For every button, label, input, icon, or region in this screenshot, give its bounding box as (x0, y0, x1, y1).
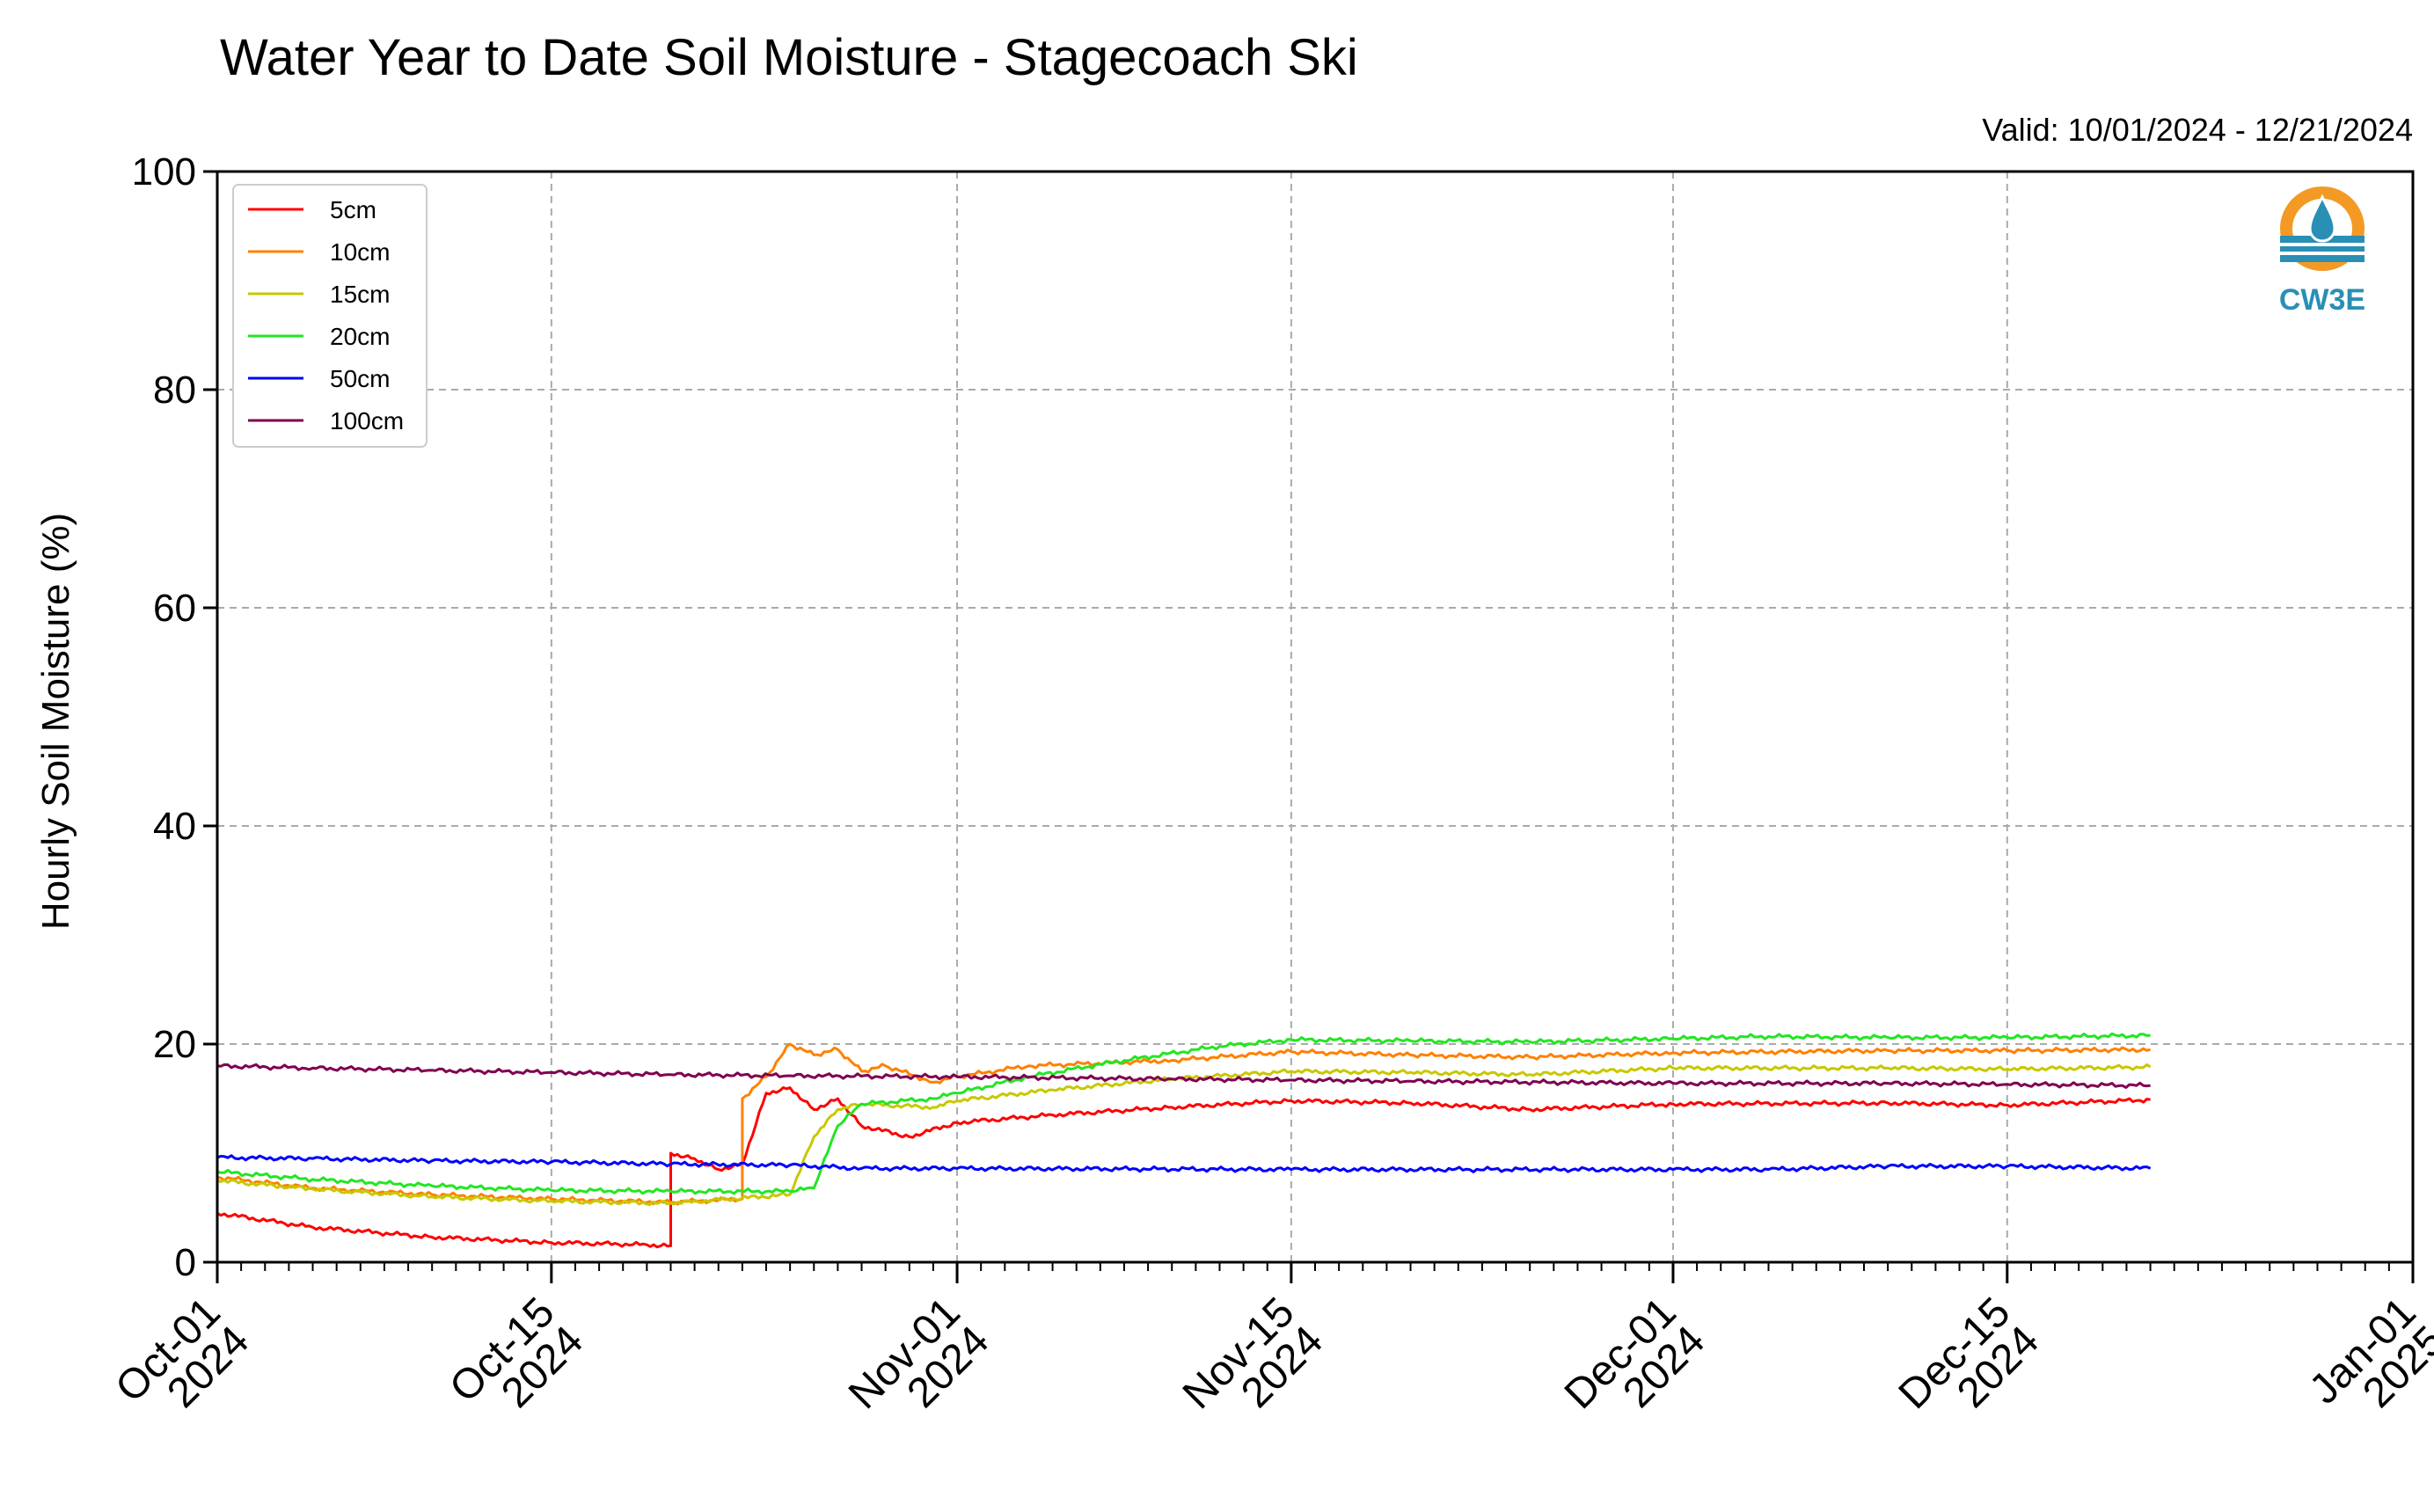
series-lines (216, 1032, 2152, 1249)
y-tick-label: 20 (153, 1023, 196, 1066)
series-line-100cm (216, 1063, 2151, 1089)
y-axis: 0 20 40 60 80 100 (132, 150, 217, 1284)
y-tick-label: 100 (132, 150, 196, 194)
legend-label: 50cm (330, 365, 390, 392)
chart-title: Water Year to Date Soil Moisture - Stage… (220, 29, 1358, 86)
y-axis-label: Hourly Soil Moisture (%) (34, 513, 77, 930)
series-line-20cm (216, 1032, 2151, 1195)
legend-label: 5cm (330, 196, 376, 223)
series-line-5cm (216, 1086, 2151, 1249)
y-tick-label: 40 (153, 805, 196, 848)
legend-label: 10cm (330, 238, 390, 266)
y-tick-label: 0 (175, 1241, 196, 1284)
logo-drop-icon (2308, 194, 2336, 243)
series-line-10cm (216, 1042, 2151, 1206)
y-tick-label: 60 (153, 587, 196, 630)
legend-label: 20cm (330, 323, 390, 350)
series-line-50cm (216, 1154, 2152, 1173)
valid-date-range: Valid: 10/01/2024 - 12/21/2024 (1982, 112, 2413, 148)
y-tick-label: 80 (153, 369, 196, 412)
legend-label: 15cm (330, 281, 390, 308)
grid-lines (217, 172, 2413, 1262)
logo-text: CW3E (2279, 283, 2365, 317)
legend: 5cm 10cm 15cm 20cm 50cm 100cm (232, 184, 428, 448)
legend-label: 100cm (330, 407, 404, 435)
cw3e-logo: CW3E (2279, 186, 2365, 317)
